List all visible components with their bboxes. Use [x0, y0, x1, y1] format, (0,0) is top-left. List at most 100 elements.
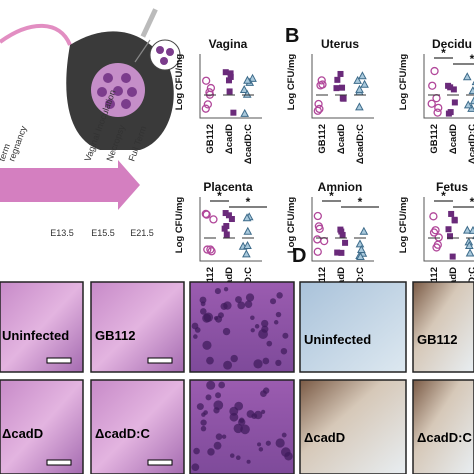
timeline-day: E15.5	[91, 228, 115, 238]
point	[451, 99, 458, 106]
point	[226, 88, 233, 95]
point	[427, 99, 436, 108]
cell	[258, 447, 264, 452]
cell	[282, 332, 289, 339]
cell	[281, 447, 291, 457]
point	[447, 233, 454, 240]
cell	[200, 308, 207, 315]
cell	[214, 288, 221, 295]
point	[359, 226, 369, 235]
point	[242, 89, 252, 98]
point	[430, 66, 439, 76]
y-axis-label: Log CFU/mg	[286, 54, 297, 111]
cell	[207, 448, 215, 456]
point	[469, 96, 474, 105]
zoom-image	[189, 281, 295, 373]
histology-image	[0, 379, 84, 474]
point	[223, 223, 230, 230]
cell	[230, 354, 238, 363]
point	[448, 210, 455, 217]
cell	[280, 347, 288, 355]
point	[464, 241, 474, 250]
cell	[218, 381, 226, 389]
sig-star: *	[470, 52, 474, 66]
image-label: ΔcadD	[2, 426, 43, 441]
y-axis-label: Log CFU/mg	[398, 197, 409, 254]
plot-title: Vagina	[209, 37, 248, 51]
scale-bar	[147, 357, 173, 364]
cell	[275, 359, 282, 366]
point	[225, 212, 232, 219]
point	[240, 108, 250, 117]
sig-star: *	[246, 195, 251, 209]
cell	[217, 312, 224, 319]
cell	[250, 315, 255, 321]
cell	[221, 434, 227, 439]
cell	[200, 301, 206, 307]
cell	[203, 410, 208, 415]
panel-label: B	[285, 25, 299, 47]
mouse-illustration	[0, 8, 181, 150]
image-label: Uninfected	[2, 328, 69, 343]
point	[432, 94, 441, 103]
panel-label: D	[292, 245, 306, 267]
y-axis-label: Log CFU/mg	[398, 54, 409, 111]
cell	[262, 357, 270, 365]
timeline-day: E21.5	[130, 228, 154, 238]
point	[445, 226, 452, 233]
cell	[229, 412, 239, 422]
point	[429, 228, 439, 237]
point	[463, 100, 473, 109]
cell	[200, 425, 207, 432]
timeline-day: E13.5	[50, 228, 74, 238]
axes	[423, 197, 474, 262]
point	[434, 103, 443, 113]
cell	[222, 327, 231, 336]
point	[206, 245, 215, 254]
cell	[191, 322, 199, 330]
point	[242, 213, 252, 222]
histology-image	[0, 281, 84, 373]
cell	[246, 459, 251, 464]
image-label: ΔcadD	[304, 430, 345, 445]
point	[313, 235, 322, 244]
cell	[205, 394, 212, 401]
sig-star: *	[358, 195, 363, 209]
cell	[234, 401, 244, 411]
cell	[200, 419, 207, 426]
point	[445, 82, 452, 89]
ihc-image	[412, 379, 474, 474]
cell	[245, 293, 255, 302]
scale-bar	[147, 459, 173, 466]
x-tick-label: GB112	[205, 124, 216, 154]
plot-title: Amnion	[318, 180, 363, 194]
cell	[235, 296, 242, 303]
x-tick-label: GB112	[317, 124, 328, 154]
cell	[220, 302, 228, 310]
image-label: GB112	[417, 332, 457, 347]
cell	[253, 410, 263, 420]
point	[355, 84, 364, 93]
cell	[270, 298, 277, 305]
y-axis-label: Log CFU/mg	[286, 197, 297, 254]
image-label: ΔcadD:C	[95, 426, 150, 441]
cell	[254, 324, 260, 329]
cell	[215, 433, 223, 440]
point	[451, 217, 458, 224]
point	[358, 71, 367, 80]
cell	[273, 320, 279, 325]
point	[227, 70, 234, 77]
plot-title: Decidu	[432, 37, 472, 51]
point	[205, 88, 214, 97]
timeline-arrow	[0, 160, 140, 210]
cell	[206, 356, 214, 365]
sig-star: *	[470, 195, 474, 209]
cell	[233, 423, 243, 434]
cell	[246, 410, 255, 418]
point	[243, 226, 253, 235]
x-tick-label: ΔcadD	[224, 124, 235, 154]
x-tick-label: ΔcadD:C	[243, 124, 254, 164]
plot-title: Fetus	[436, 180, 468, 194]
cell	[191, 463, 200, 472]
axes	[199, 197, 262, 262]
